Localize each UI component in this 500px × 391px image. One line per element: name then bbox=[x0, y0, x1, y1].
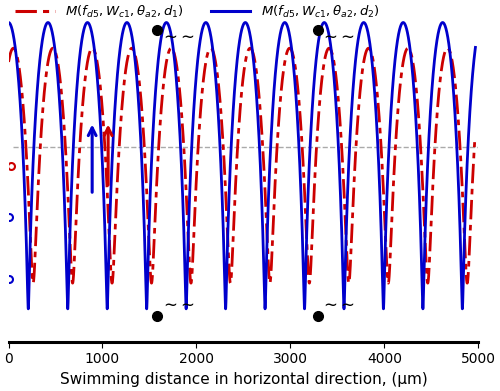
X-axis label: Swimming distance in horizontal direction, (μm): Swimming distance in horizontal directio… bbox=[60, 372, 428, 387]
Legend: $M(f_{d5},W_{c1},\theta_{a2},d_1)$, $M(f_{d5},W_{c1},\theta_{a2},d_2)$: $M(f_{d5},W_{c1},\theta_{a2},d_1)$, $M(f… bbox=[15, 4, 380, 20]
Text: $\sim\!\sim$: $\sim\!\sim$ bbox=[160, 295, 195, 313]
Text: $\sim\!\sim$: $\sim\!\sim$ bbox=[320, 295, 356, 313]
Text: $\sim\!\sim$: $\sim\!\sim$ bbox=[320, 27, 356, 45]
Text: $\sim\!\sim$: $\sim\!\sim$ bbox=[160, 27, 195, 45]
